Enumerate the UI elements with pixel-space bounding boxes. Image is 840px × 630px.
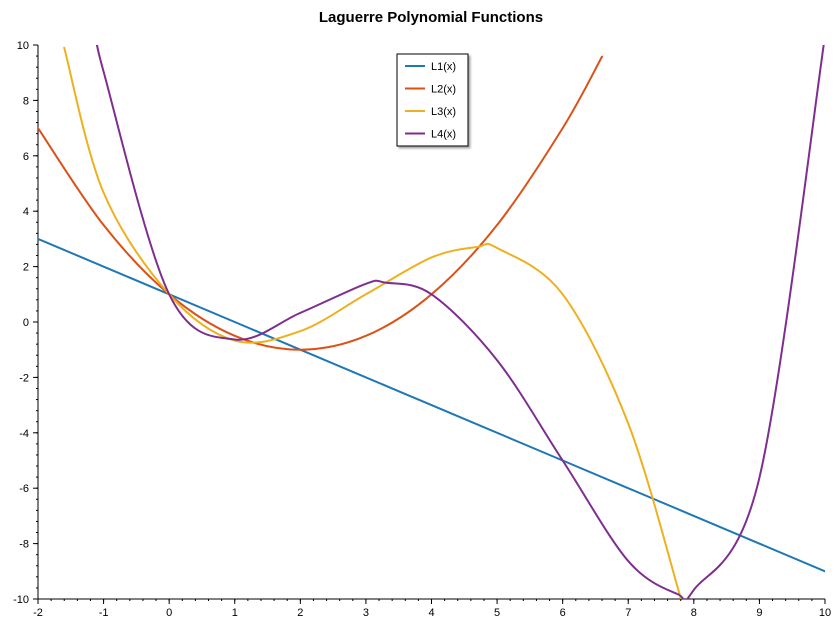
y-tick-label: 2 bbox=[23, 262, 29, 274]
series-line-l1 bbox=[38, 237, 825, 573]
y-tick-label: -4 bbox=[19, 428, 29, 440]
y-tick-label: 10 bbox=[17, 40, 29, 52]
legend-label-l3: L3(x) bbox=[431, 106, 456, 118]
y-tick-label: -6 bbox=[19, 483, 29, 495]
series-layer bbox=[38, 45, 825, 599]
y-tick-label: -2 bbox=[19, 372, 29, 384]
y-tick-label: -10 bbox=[13, 594, 29, 606]
legend-label-l2: L2(x) bbox=[431, 84, 456, 96]
y-tick-label: -8 bbox=[19, 539, 29, 551]
x-tick-label: 10 bbox=[819, 607, 831, 619]
series-line-l3 bbox=[63, 46, 682, 599]
y-tick-label: 6 bbox=[23, 151, 29, 163]
legend-label-l4: L4(x) bbox=[431, 129, 456, 141]
x-tick-label: 2 bbox=[297, 607, 303, 619]
x-tick-label: 5 bbox=[494, 607, 500, 619]
series-line-l2 bbox=[38, 55, 604, 351]
x-tick-label: 4 bbox=[428, 607, 434, 619]
y-tick-label: 4 bbox=[23, 206, 29, 218]
legend-box bbox=[396, 53, 469, 147]
y-tick-label: 0 bbox=[23, 317, 29, 329]
x-tick-label: -2 bbox=[33, 607, 43, 619]
x-tick-label: -1 bbox=[99, 607, 109, 619]
x-tick-label: 6 bbox=[560, 607, 566, 619]
x-tick-label: 1 bbox=[232, 607, 238, 619]
chart-title: Laguerre Polynomial Functions bbox=[318, 9, 544, 26]
x-tick-label: 3 bbox=[363, 607, 369, 619]
y-tick-label: 8 bbox=[23, 95, 29, 107]
series-line-l4 bbox=[95, 45, 825, 599]
legend: L1(x) L2(x) L3(x) L4(x) bbox=[396, 53, 469, 147]
x-tick-label: 0 bbox=[166, 607, 172, 619]
legend-label-l1: L1(x) bbox=[431, 61, 456, 73]
x-tick-label: 8 bbox=[691, 607, 697, 619]
x-tick-label: 9 bbox=[756, 607, 762, 619]
x-tick-label: 7 bbox=[625, 607, 631, 619]
